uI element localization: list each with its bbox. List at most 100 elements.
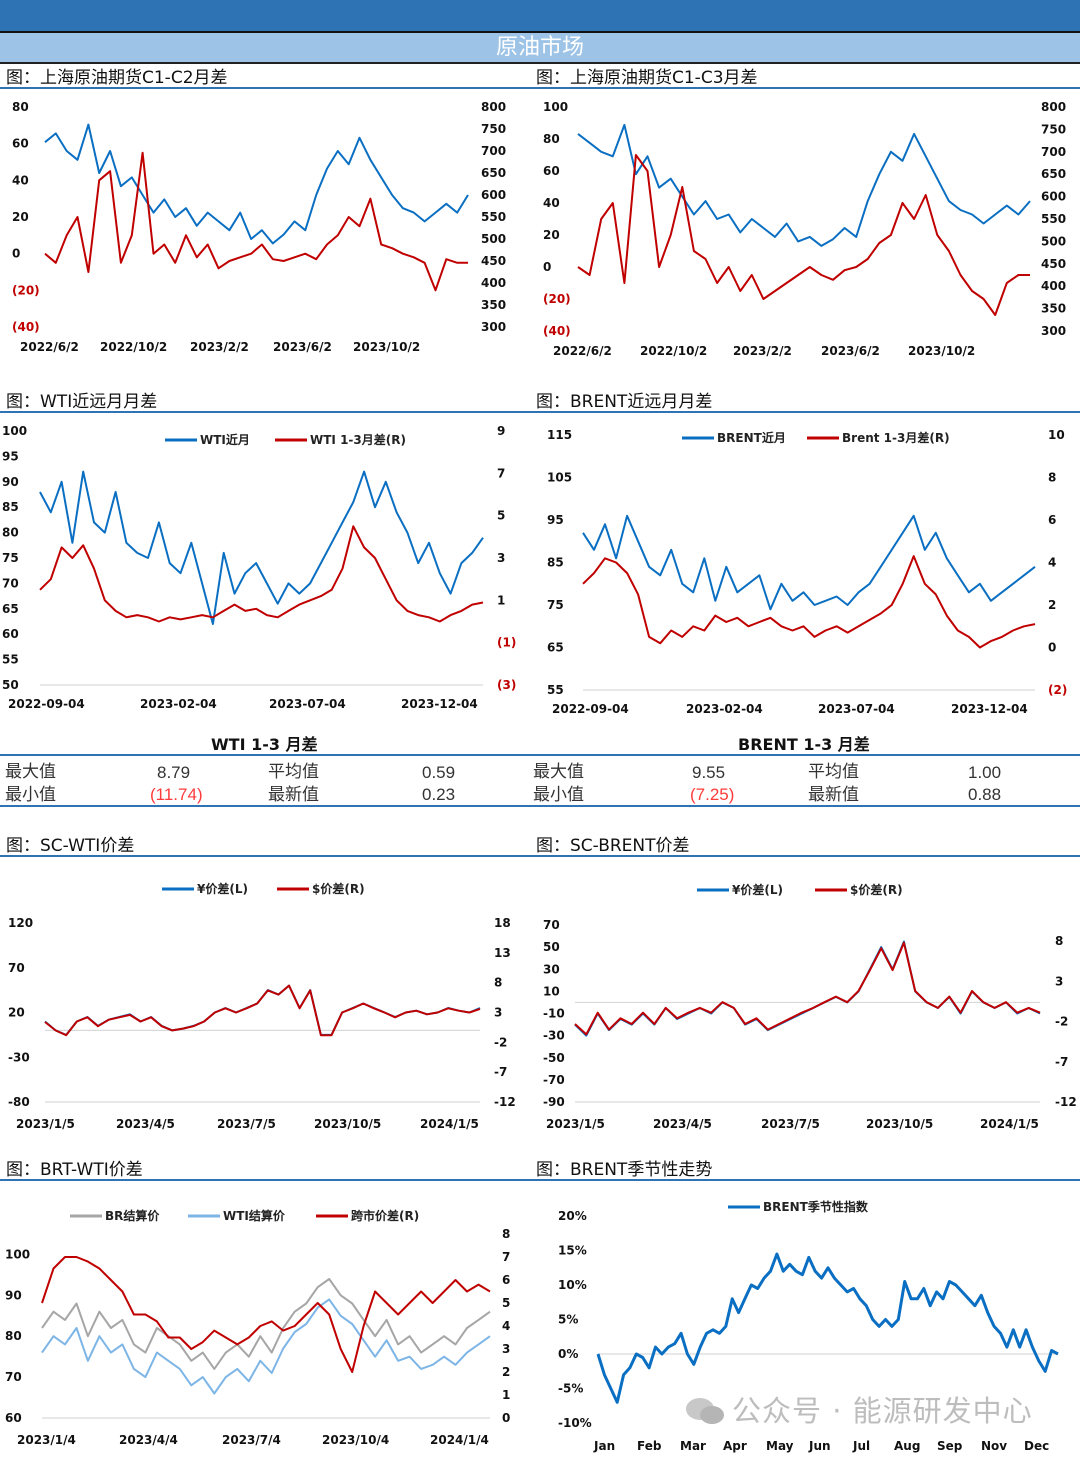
legend-label: WTI结算价: [223, 1208, 286, 1223]
x-tick-label: Jan: [593, 1439, 615, 1453]
x-tick-label: Apr: [723, 1439, 747, 1453]
y-left-tick-label: 85: [547, 556, 564, 570]
y-right-tick-label: -7: [1055, 1055, 1068, 1069]
series-line-1: [574, 940, 1041, 1037]
x-tick-label: 2022/10/2: [100, 340, 167, 354]
legend-label: BRENT季节性指数: [763, 1199, 869, 1214]
brent-min-label: 最小值: [533, 785, 584, 804]
y-left-tick-label: 75: [2, 551, 19, 565]
y-left-tick-label: 120: [8, 916, 33, 930]
y-left-tick-label: 70: [8, 961, 25, 975]
chart-scwti: 120 70 20 -30 -80 18 13 8 3 -2 -7 -12 2023/1/5 2023/4…: [8, 881, 516, 1131]
y-left-tick-label: 20%: [558, 1209, 587, 1223]
y-right-tick-label: 500: [1041, 234, 1066, 248]
brent-max-label: 最大值: [533, 762, 584, 781]
y-left-tick-label: 90: [2, 475, 19, 489]
y-left-tick-label: 5%: [558, 1313, 578, 1327]
x-tick-label: 2022/6/2: [20, 340, 79, 354]
y-left-tick-label: 65: [547, 641, 564, 655]
legend-label: $价差(R): [312, 881, 365, 896]
y-right-tick-label: 750: [481, 122, 506, 136]
y-left-tick-label: 80: [12, 100, 29, 114]
y-left-tick-label: -90: [543, 1095, 565, 1109]
y-right-tick-label: 400: [481, 276, 506, 290]
y-right-tick-label: (2): [1048, 683, 1067, 697]
y-left-tick-label: 100: [543, 100, 568, 114]
legend-label: 跨市价差(R): [351, 1208, 419, 1223]
y-left-tick-label: -70: [543, 1073, 565, 1087]
x-tick-label: 2023/10/5: [866, 1117, 933, 1131]
x-tick-label: Sep: [937, 1439, 963, 1453]
wechat-icon: [686, 1398, 724, 1424]
y-right-tick-label: 5: [502, 1296, 510, 1310]
y-left-tick-label: 80: [543, 132, 560, 146]
top-banner: [0, 0, 1080, 33]
series-line-1: [577, 123, 1031, 247]
y-left-tick-label: 70: [543, 918, 560, 932]
series-line-2: [44, 984, 481, 1037]
y-right-tick-label: -7: [494, 1065, 507, 1079]
watermark: 公众号 · 能源研发中心: [684, 1396, 1033, 1426]
y-left-tick-label: (20): [12, 283, 40, 297]
y-right-tick-label: (3): [497, 678, 516, 692]
x-tick-label: Dec: [1024, 1439, 1049, 1453]
y-left-tick-label: -10: [543, 1007, 565, 1021]
wti-avg-value: 0.59: [422, 763, 456, 782]
x-tick-label: Aug: [894, 1439, 920, 1453]
x-tick-label: Feb: [637, 1439, 662, 1453]
x-tick-label: 2023/7/5: [761, 1117, 820, 1131]
chart-brent: 115 105 95 85 75 65 55 10 8 6 4 2 0 (2) 2022-09-04 2023…: [547, 428, 1067, 716]
y-right-tick-label: 6: [1048, 513, 1056, 527]
y-right-tick-label: 450: [1041, 257, 1066, 271]
y-right-tick-label: (1): [497, 636, 516, 650]
y-right-tick-label: 700: [481, 144, 506, 158]
x-tick-label: 2023-07-04: [269, 697, 346, 711]
x-tick-label: 2022-09-04: [8, 697, 85, 711]
series-line-1: [582, 514, 1036, 611]
watermark-text: 公众号 · 能源研发中心: [732, 1394, 1033, 1428]
y-left-tick-label: 100: [5, 1247, 30, 1261]
y-left-tick-label: 70: [5, 1370, 22, 1384]
y-right-tick-label: 5: [497, 509, 505, 523]
y-right-tick-label: 1: [497, 593, 505, 607]
series-line-3: [41, 1256, 491, 1373]
y-left-tick-label: (40): [12, 320, 40, 334]
section-title-brtwti: 图：BRT-WTI价差: [0, 1160, 530, 1181]
series-line-2: [582, 555, 1036, 649]
legend-label: BRENT近月: [717, 430, 786, 445]
y-right-tick-label: 600: [481, 188, 506, 202]
y-right-tick-label: 800: [481, 100, 506, 114]
y-right-tick-label: 750: [1041, 122, 1066, 136]
y-right-tick-label: 3: [497, 551, 505, 565]
y-left-tick-label: 20: [543, 228, 560, 242]
x-tick-label: 2023/7/4: [222, 1433, 281, 1447]
brent-stats-title: BRENT 1-3 月差: [738, 735, 870, 754]
section-title-scbrent: 图：SC-BRENT价差: [530, 836, 1080, 857]
section-title-brent: 图：BRENT近远月月差: [530, 392, 1080, 413]
x-tick-label: 2023/10/4: [322, 1433, 389, 1447]
legend-label: WTI近月: [200, 432, 250, 447]
brent-max-value: 9.55: [692, 763, 726, 782]
chart-c1c2: 80 60 40 20 0 (20) (40) 800 750 700 650 600 550 500 45…: [12, 100, 506, 354]
y-right-tick-label: 350: [1041, 302, 1066, 316]
brent-avg-label: 平均值: [808, 762, 859, 781]
y-right-tick-label: 10: [1048, 428, 1065, 442]
y-left-tick-label: -80: [8, 1095, 30, 1109]
section-title-c1c2: 图：上海原油期货C1-C2月差: [0, 68, 530, 89]
legend-label: BR结算价: [105, 1208, 160, 1223]
y-left-tick-label: -50: [543, 1051, 565, 1065]
x-tick-label: 2023/4/5: [116, 1117, 175, 1131]
x-tick-label: 2023/6/2: [821, 344, 880, 358]
series-line-2: [39, 525, 484, 623]
x-tick-label: 2023/10/2: [908, 344, 975, 358]
brent-latest-label: 最新值: [808, 785, 859, 804]
y-right-tick-label: 13: [494, 946, 511, 960]
y-right-tick-label: 9: [497, 424, 505, 438]
y-right-tick-label: 3: [502, 1342, 510, 1356]
y-right-tick-label: -2: [494, 1035, 507, 1049]
x-tick-label: 2022/10/2: [640, 344, 707, 358]
y-right-tick-label: 6: [502, 1273, 510, 1287]
y-left-tick-label: -10%: [558, 1416, 592, 1430]
y-left-tick-label: 40: [543, 196, 560, 210]
